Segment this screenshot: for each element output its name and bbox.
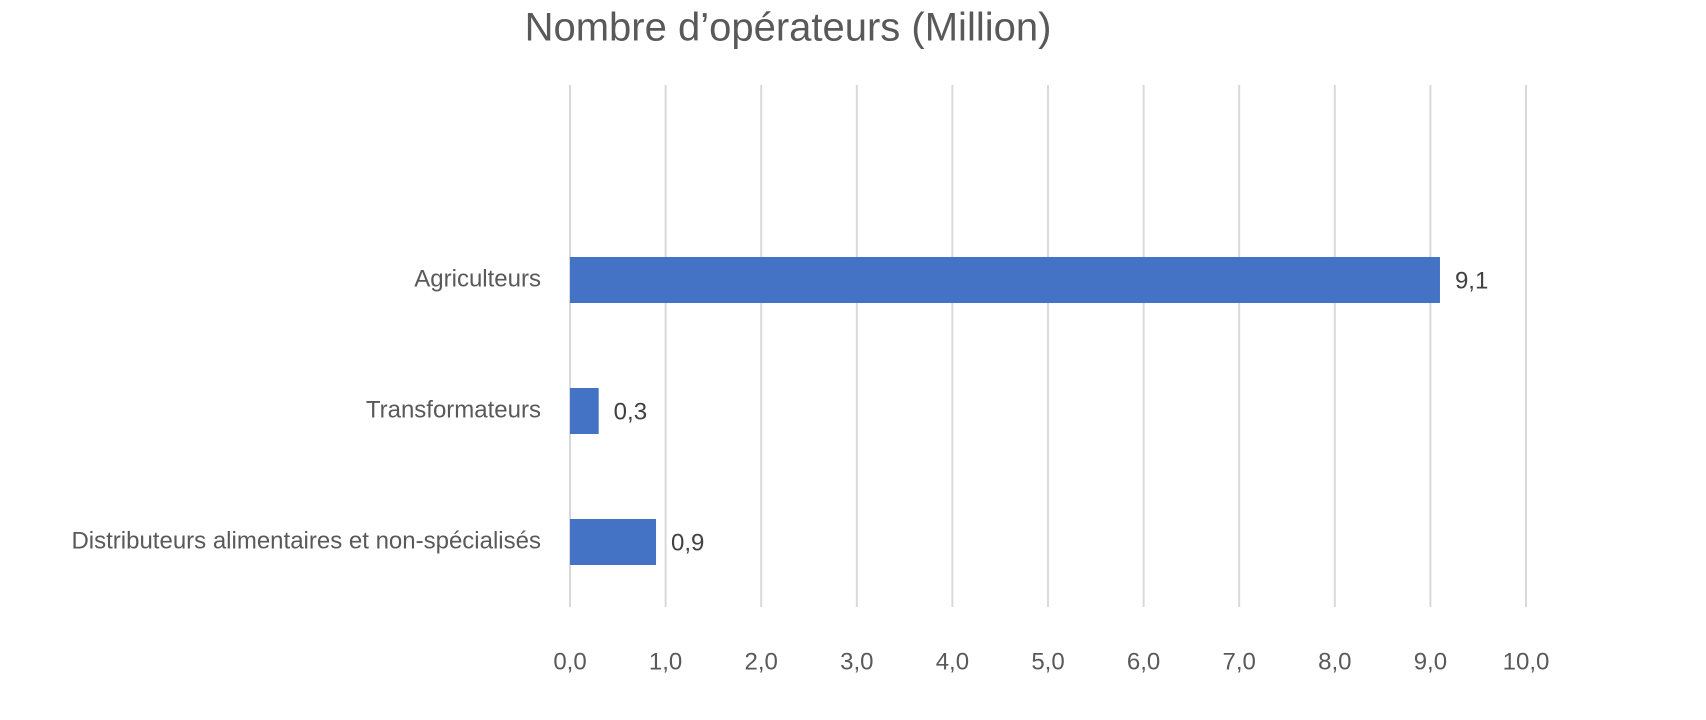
bar: [570, 388, 599, 434]
y-tick-label: Transformateurs: [366, 396, 541, 423]
x-tick-label: 8,0: [1318, 648, 1351, 675]
x-tick-label: 4,0: [936, 648, 969, 675]
x-tick-label: 10,0: [1503, 648, 1550, 675]
x-tick-label: 6,0: [1127, 648, 1160, 675]
y-tick-label: Agriculteurs: [414, 265, 541, 292]
bar: [570, 519, 657, 565]
x-tick-label: 9,0: [1414, 648, 1447, 675]
x-tick-label: 2,0: [745, 648, 778, 675]
x-tick-label: 5,0: [1031, 648, 1064, 675]
y-tick-label: Distributeurs alimentaires et non-spécia…: [71, 527, 541, 554]
chart-title: Nombre d’opérateurs (Million): [525, 6, 1052, 50]
x-tick-label: 0,0: [553, 648, 586, 675]
bar: [570, 257, 1440, 303]
x-tick-label: 3,0: [840, 648, 873, 675]
data-label: 0,3: [614, 398, 647, 425]
x-tick-label: 7,0: [1223, 648, 1256, 675]
data-label: 0,9: [671, 529, 704, 556]
x-tick-label: 1,0: [649, 648, 682, 675]
data-label: 9,1: [1455, 267, 1488, 294]
